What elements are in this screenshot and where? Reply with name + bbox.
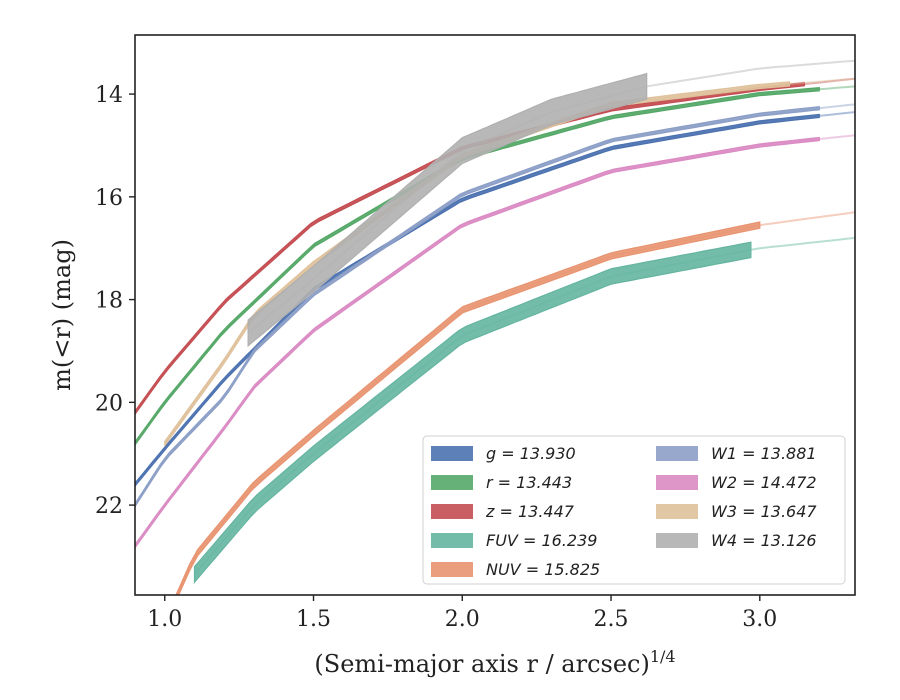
legend-swatch bbox=[431, 446, 473, 461]
x-tick-label: 1.5 bbox=[296, 607, 331, 632]
series-7 bbox=[135, 134, 855, 549]
series-6-band bbox=[135, 106, 820, 508]
legend-swatch bbox=[656, 446, 698, 461]
legend-label: z = 13.447 bbox=[485, 502, 575, 521]
y-tick-label: 22 bbox=[95, 494, 123, 519]
series-5 bbox=[175, 211, 855, 595]
series-layer bbox=[135, 59, 855, 595]
y-tick-label: 14 bbox=[95, 83, 123, 108]
legend-swatch bbox=[431, 562, 473, 577]
x-axis-label: (Semi-major axis r / arcsec)1/4 bbox=[314, 647, 675, 678]
series-5-band bbox=[175, 221, 761, 595]
series-6 bbox=[135, 103, 855, 508]
legend-swatch bbox=[656, 504, 698, 519]
x-axis: 1.0 1.5 2.0 2.5 3.0 bbox=[147, 595, 777, 632]
legend-swatch bbox=[656, 475, 698, 490]
legend-swatch bbox=[431, 475, 473, 490]
legend-swatch bbox=[656, 533, 698, 548]
y-axis: 14 16 18 20 22 bbox=[95, 83, 135, 519]
series-1-band bbox=[135, 113, 820, 488]
legend-frame bbox=[422, 435, 846, 585]
y-tick-label: 18 bbox=[95, 289, 123, 314]
legend-label: g = 13.930 bbox=[486, 444, 576, 463]
x-tick-label: 3.0 bbox=[742, 607, 777, 632]
legend-label: NUV = 15.825 bbox=[486, 560, 600, 579]
legend-label: r = 13.443 bbox=[486, 473, 572, 492]
x-tick-label: 1.0 bbox=[147, 607, 182, 632]
series-4 bbox=[193, 236, 855, 584]
legend-label: FUV = 16.239 bbox=[486, 531, 597, 550]
legend-swatch bbox=[431, 533, 473, 548]
x-axis-label-power: 1/4 bbox=[650, 647, 676, 666]
legend-label: W1 = 13.881 bbox=[711, 444, 817, 463]
series-4-band bbox=[193, 241, 752, 584]
legend-label: W4 = 13.126 bbox=[711, 531, 817, 550]
x-tick-label: 2.5 bbox=[594, 607, 629, 632]
series-7-band bbox=[135, 136, 820, 549]
y-tick-label: 20 bbox=[95, 391, 123, 416]
legend-label: W3 = 13.647 bbox=[711, 502, 817, 521]
legend-label: W2 = 14.472 bbox=[711, 473, 817, 492]
y-tick-label: 16 bbox=[95, 186, 123, 211]
x-tick-label: 2.0 bbox=[445, 607, 480, 632]
y-axis-label: m(<r) (mag) bbox=[48, 239, 76, 391]
legend: g = 13.930 r = 13.443 z = 13.447 FUV = 16.2… bbox=[422, 435, 846, 585]
series-3-band bbox=[135, 81, 806, 416]
plot-frame bbox=[134, 34, 856, 596]
series-9 bbox=[247, 59, 855, 348]
legend-swatch bbox=[431, 504, 473, 519]
series-2-band bbox=[135, 87, 820, 447]
series-9-band bbox=[247, 72, 648, 348]
